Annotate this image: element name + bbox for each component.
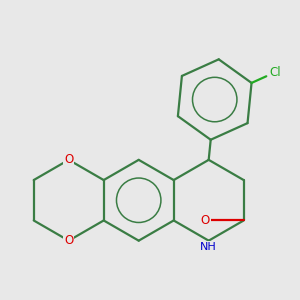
- Text: NH: NH: [200, 242, 217, 252]
- Text: Cl: Cl: [270, 66, 281, 79]
- Text: O: O: [201, 214, 210, 227]
- Text: O: O: [64, 234, 73, 247]
- Text: O: O: [64, 153, 73, 167]
